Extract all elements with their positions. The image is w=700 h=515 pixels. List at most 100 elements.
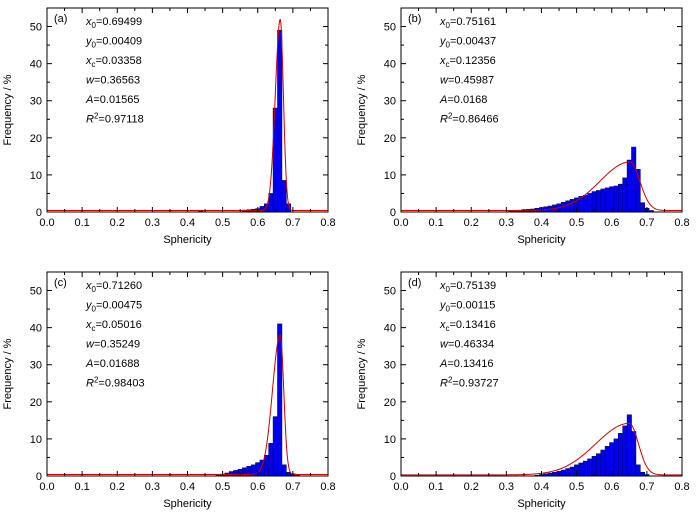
- histogram-bar: [613, 185, 619, 213]
- y-tick-label: 50: [30, 22, 42, 34]
- fit-parameter: y0=0.00409: [85, 36, 142, 50]
- histogram-bar: [604, 446, 610, 477]
- x-tick-label: 0.1: [74, 481, 89, 493]
- histogram-bar: [600, 188, 606, 213]
- x-tick-label: 0.2: [464, 217, 479, 229]
- x-tick-label: 0.6: [250, 481, 265, 493]
- fit-parameter: x0=0.71260: [85, 280, 142, 294]
- x-tick-label: 0.0: [393, 481, 408, 493]
- histogram-bar: [591, 191, 597, 213]
- fit-parameter: x0=0.69499: [85, 16, 142, 30]
- fit-parameter: y0=0.00437: [439, 36, 496, 50]
- histogram-bar: [609, 442, 615, 477]
- histogram-bar: [626, 159, 632, 213]
- y-tick-label: 40: [384, 323, 396, 335]
- fit-parameter: A=0.13416: [439, 358, 494, 370]
- panel-label: (a): [54, 13, 67, 25]
- x-tick-label: 0.3: [145, 217, 160, 229]
- y-tick-label: 40: [384, 59, 396, 71]
- y-tick-label: 30: [30, 360, 42, 372]
- fit-parameter: A=0.01688: [85, 358, 140, 370]
- x-tick-label: 0.4: [180, 217, 195, 229]
- histogram-bar: [565, 200, 571, 213]
- x-tick-label: 0.7: [285, 481, 300, 493]
- histogram-bar: [268, 443, 274, 477]
- histogram-bar: [259, 206, 265, 213]
- histogram-bar: [565, 468, 571, 477]
- histogram-bar: [613, 438, 619, 477]
- x-tick-label: 0.2: [464, 481, 479, 493]
- x-tick-label: 0.5: [569, 481, 584, 493]
- fit-parameter: A=0.01565: [85, 94, 140, 106]
- histogram-bar: [281, 464, 287, 477]
- x-tick-label: 0.8: [674, 217, 689, 229]
- y-tick-label: 0: [390, 207, 396, 219]
- x-tick-label: 0.5: [569, 217, 584, 229]
- histogram-bar: [281, 180, 287, 213]
- x-tick-label: 0.6: [604, 217, 619, 229]
- x-tick-label: 0.3: [499, 217, 514, 229]
- fit-parameter: x0=0.75161: [439, 16, 496, 30]
- y-tick-label: 50: [384, 286, 396, 298]
- y-tick-label: 50: [384, 22, 396, 34]
- y-tick-label: 10: [30, 434, 42, 446]
- fit-parameter: xc=0.12356: [439, 55, 496, 69]
- x-tick-label: 0.3: [145, 481, 160, 493]
- fit-parameter: R2=0.98403: [86, 376, 145, 390]
- x-tick-label: 0.6: [604, 481, 619, 493]
- histogram-bar: [264, 203, 270, 213]
- histogram-bar: [639, 202, 645, 213]
- histogram-bar: [631, 146, 637, 213]
- fit-parameter: w=0.46334: [440, 339, 494, 351]
- histogram-bar: [569, 199, 575, 213]
- fit-parameter: y0=0.00115: [439, 300, 495, 314]
- y-tick-label: 10: [384, 434, 396, 446]
- x-tick-label: 0.4: [534, 217, 549, 229]
- histogram-bar: [618, 433, 624, 477]
- y-tick-label: 30: [384, 360, 396, 372]
- y-tick-label: 40: [30, 323, 42, 335]
- y-tick-label: 0: [390, 471, 396, 483]
- fit-parameter: R2=0.93727: [440, 376, 499, 390]
- panel-label: (d): [408, 277, 421, 289]
- x-tick-label: 0.8: [320, 217, 335, 229]
- histogram-bar: [285, 471, 291, 477]
- y-tick-label: 0: [36, 207, 42, 219]
- y-tick-label: 0: [36, 471, 42, 483]
- fit-parameter: xc=0.05016: [85, 319, 142, 333]
- histogram-bar: [622, 177, 628, 213]
- y-tick-label: 10: [384, 170, 396, 182]
- fit-parameter: y0=0.00475: [85, 300, 142, 314]
- histogram-bar: [569, 466, 575, 477]
- x-tick-label: 0.6: [250, 217, 265, 229]
- fit-parameter: A=0.0168: [439, 94, 487, 106]
- y-axis-label: Frequency / %: [356, 338, 368, 409]
- fit-parameter: R2=0.86466: [440, 112, 499, 126]
- x-tick-label: 0.1: [74, 217, 89, 229]
- histogram-bar: [264, 454, 270, 477]
- histogram-bar: [618, 183, 624, 213]
- y-tick-label: 30: [384, 96, 396, 108]
- chart-panel: 0.0 0.1 0.2 0.3 0.4 0.5 0.6 0.7 0.8 0 10 20 30 40 50 Sp…: [2, 271, 336, 510]
- histogram-bar: [552, 471, 558, 477]
- fit-parameter: w=0.45987: [440, 75, 494, 87]
- fit-parameter: w=0.35249: [86, 339, 140, 351]
- x-tick-label: 0.8: [674, 481, 689, 493]
- panel-label: (c): [54, 277, 67, 289]
- y-tick-label: 20: [384, 397, 396, 409]
- x-tick-label: 0.7: [285, 217, 300, 229]
- x-tick-label: 0.1: [428, 217, 443, 229]
- y-tick-label: 20: [384, 133, 396, 145]
- histogram-bar: [622, 425, 628, 477]
- x-tick-label: 0.3: [499, 481, 514, 493]
- histogram-bar: [587, 193, 593, 213]
- y-tick-label: 10: [30, 170, 42, 182]
- histogram-bar: [587, 458, 593, 477]
- histogram-bar: [560, 469, 566, 477]
- y-axis-label: Frequency / %: [2, 338, 14, 409]
- histogram-bar: [631, 431, 637, 477]
- y-tick-label: 40: [30, 59, 42, 71]
- chart-panel: 0.0 0.1 0.2 0.3 0.4 0.5 0.6 0.7 0.8 0 10 20 30 40 50 Sp…: [356, 7, 690, 246]
- y-tick-label: 20: [30, 397, 42, 409]
